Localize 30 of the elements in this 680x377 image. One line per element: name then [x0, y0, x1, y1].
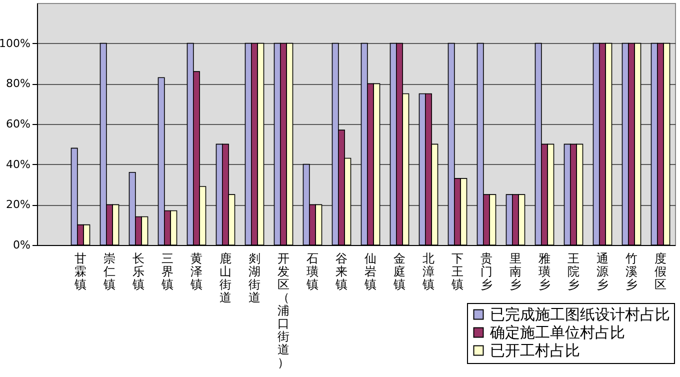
x-tick-label: 石璜镇 [306, 252, 318, 292]
x-tick-label: 金庭镇 [392, 252, 406, 292]
y-tick-label: 80% [6, 77, 30, 90]
x-tick-label: 里南乡 [510, 252, 522, 292]
y-tick-label: 0% [13, 238, 30, 252]
y-tick-label: 40% [6, 158, 30, 171]
legend-label: 确定施工单位村占比 [489, 324, 625, 342]
x-tick-label: 甘霖镇 [74, 252, 86, 292]
x-tick-label: 鹿山街道 [220, 252, 232, 304]
y-tick-label: 100% [0, 36, 30, 50]
legend-label: 已开工村占比 [490, 342, 580, 360]
x-tick-label: 崇仁镇 [102, 252, 116, 292]
x-tick-label: 三界镇 [160, 252, 174, 292]
x-tick-label: 黄泽镇 [190, 252, 202, 292]
x-tick-label: 北漳镇 [422, 252, 434, 292]
x-tick-label: 谷来镇 [334, 252, 348, 292]
x-tick-label: 贵门乡 [480, 252, 492, 292]
category-label: 开发区（浦口街道） [278, 252, 290, 370]
y-tick-label: 20% [6, 198, 30, 212]
x-tick-label: 剡湖街道 [248, 252, 260, 304]
x-tick-label: 长乐镇 [132, 252, 144, 292]
x-tick-label: 度假区 [654, 252, 666, 292]
legend-label: 已完成施工图纸设计村占比 [490, 306, 670, 324]
x-tick-label: 竹溪乡 [626, 252, 638, 292]
x-tick-label: 下王镇 [450, 252, 464, 292]
y-tick-label: 60% [6, 118, 30, 130]
x-tick-label: 通源乡 [596, 252, 608, 292]
x-tick-label: 雅璜乡 [538, 252, 550, 292]
x-tick-label: 仙岩镇 [364, 252, 376, 292]
x-tick-label: 王院乡 [568, 252, 580, 292]
